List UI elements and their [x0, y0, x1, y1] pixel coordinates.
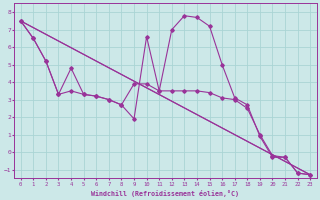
- X-axis label: Windchill (Refroidissement éolien,°C): Windchill (Refroidissement éolien,°C): [92, 190, 239, 197]
